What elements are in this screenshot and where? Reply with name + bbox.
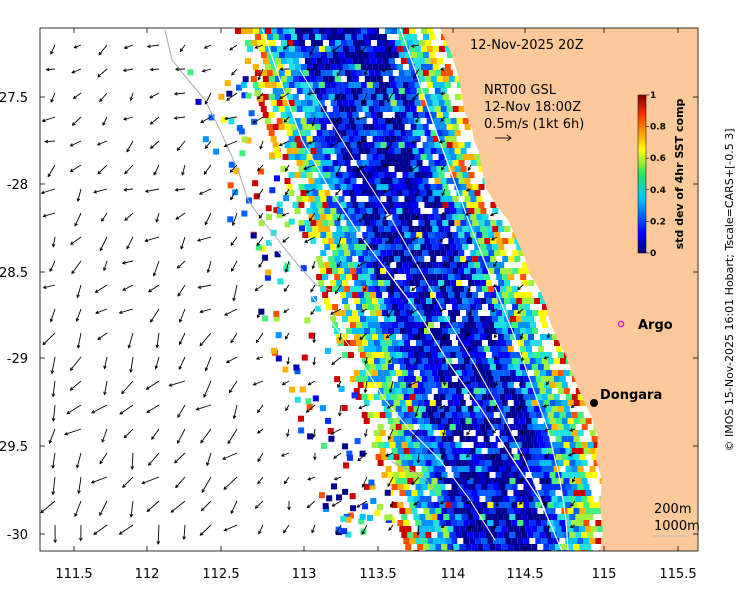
argo-label: Argo	[638, 318, 673, 333]
y-axis: -27.5 -28 -28.5 -29 -29.5 -30	[0, 91, 698, 543]
shelf-outline	[164, 29, 331, 291]
colorbar-tick-label: 1	[650, 91, 656, 101]
colorbar-ticks: 0 0.2 0.4 0.6 0.8 1	[646, 91, 666, 259]
plot-frame	[39, 27, 699, 552]
contour-inner-line	[299, 69, 546, 511]
x-tick-label: 113.5	[359, 567, 396, 582]
colorbar-tick-label: 0.8	[650, 123, 666, 133]
y-tick-label: -29.5	[0, 440, 28, 455]
land-mass	[440, 28, 698, 551]
x-tick-label: 114.5	[506, 567, 543, 582]
y-tick-label: -29	[7, 352, 28, 367]
current-scale-label: 0.5m/s (1kt 6h)	[484, 117, 584, 132]
island-outline	[391, 461, 436, 493]
y-tick-label: -28.5	[0, 266, 28, 281]
dongara-marker-icon	[590, 399, 598, 407]
contour-outer-line	[269, 239, 496, 541]
timestamp-label: 12-Nov-2025 20Z	[470, 38, 584, 53]
x-tick-label: 114	[441, 567, 466, 582]
colorbar-tick-label: 0.2	[650, 217, 666, 227]
x-tick-label: 112.5	[202, 567, 239, 582]
contour-legend-200m: 200m	[654, 502, 691, 517]
current-source-label: NRT00 GSL	[484, 83, 557, 98]
y-tick-label: -27.5	[0, 91, 28, 106]
x-tick-label: 112	[135, 567, 160, 582]
colorbar-gradient	[637, 94, 647, 254]
contour-legend-1000m: 1000m	[654, 519, 700, 534]
place-argo: Argo	[617, 318, 673, 333]
place-dongara: Dongara	[590, 388, 662, 407]
contour-200m-line	[399, 28, 569, 551]
x-tick-label: 115.5	[659, 567, 696, 582]
colorbar-tick-label: 0.6	[650, 154, 666, 164]
y-tick-label: -28	[7, 178, 28, 193]
x-tick-label: 111.5	[55, 567, 92, 582]
colorbar: 0 0.2 0.4 0.6 0.8 1 std dev of 4hr SST comp	[637, 91, 686, 259]
scale-arrow-icon	[495, 134, 512, 142]
x-tick-label: 115	[592, 567, 617, 582]
colorbar-title: std dev of 4hr SST comp	[673, 98, 686, 249]
argo-marker-icon	[617, 320, 625, 328]
dongara-label: Dongara	[600, 388, 662, 403]
credit-text: © IMOS 15-Nov-2025 16:01 Hobart; Tscale=…	[723, 129, 736, 452]
colorbar-tick-label: 0	[650, 249, 656, 259]
x-tick-label: 113	[292, 567, 317, 582]
current-time-label: 12-Nov 18:00Z	[484, 100, 581, 115]
x-axis: 111.5 112 112.5 113 113.5 114 114.5 115 115.5	[55, 28, 697, 582]
contour-1000m-line	[261, 28, 563, 551]
y-tick-label: -30	[7, 528, 28, 543]
current-vectors	[40, 44, 576, 545]
colorbar-tick-label: 0.4	[650, 186, 666, 196]
